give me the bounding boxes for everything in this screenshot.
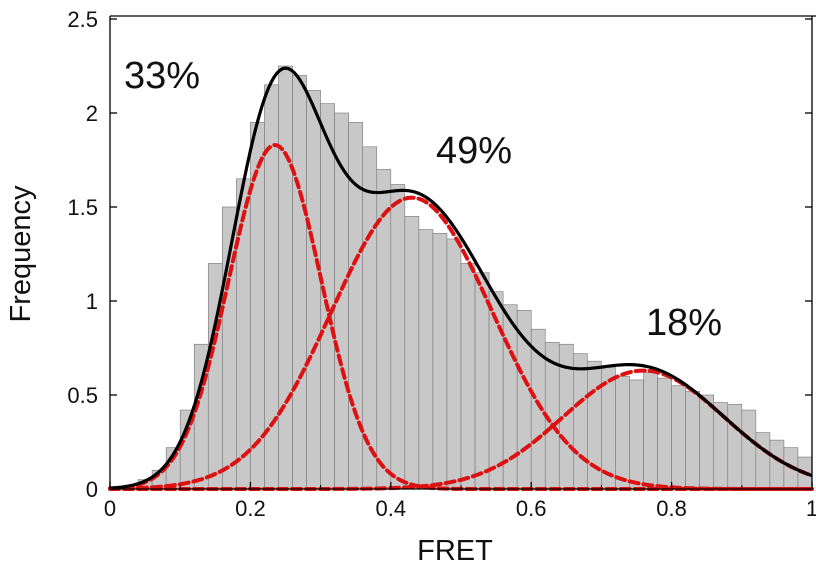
histogram-bar xyxy=(418,229,434,490)
y-ticks: 0 0.5 1 1.5 2 2.5 xyxy=(67,7,812,502)
y-tick-label: 2.5 xyxy=(67,7,98,32)
y-tick-label: 1 xyxy=(86,289,98,314)
histogram-bar xyxy=(741,409,757,490)
y-tick-label: 2 xyxy=(86,101,98,126)
x-tick-label: 1 xyxy=(806,496,816,521)
y-tick-label: 0 xyxy=(86,477,98,502)
x-ticks: 0 0.2 0.4 0.6 0.8 1 xyxy=(104,482,816,521)
annotation-peak1: 33% xyxy=(124,55,200,97)
histogram-bar xyxy=(629,379,644,490)
histogram-bar xyxy=(292,75,307,490)
x-tick-label: 0.6 xyxy=(516,496,547,521)
histogram-bars xyxy=(109,65,813,490)
histogram-bar xyxy=(615,375,630,490)
histogram-bar xyxy=(236,178,251,490)
histogram-bar xyxy=(769,439,785,490)
histogram-bar xyxy=(460,263,476,490)
histogram-bar xyxy=(727,404,743,490)
y-axis-label: Frequency xyxy=(5,185,37,323)
annotation-peak3: 18% xyxy=(646,302,722,344)
histogram-bar xyxy=(657,377,672,490)
y-tick-label: 0.5 xyxy=(67,383,98,408)
histogram-bar xyxy=(390,184,406,490)
histogram-bar xyxy=(474,272,490,490)
x-tick-label: 0 xyxy=(104,496,116,521)
x-axis-label: FRET xyxy=(417,535,493,564)
plot-area xyxy=(108,19,814,491)
histogram-bar xyxy=(685,390,700,490)
histogram-bar xyxy=(671,385,686,490)
histogram-bar xyxy=(643,372,658,490)
histogram-bar xyxy=(699,394,715,490)
y-tick-label: 1.5 xyxy=(67,195,98,220)
histogram-bar xyxy=(755,432,771,490)
x-tick-label: 0.4 xyxy=(376,496,407,521)
x-tick-label: 0.2 xyxy=(235,496,266,521)
histogram-bar xyxy=(446,238,462,490)
histogram-bar xyxy=(404,216,420,490)
x-tick-label: 0.8 xyxy=(656,496,687,521)
histogram-bar xyxy=(432,233,448,490)
histogram-bar xyxy=(278,65,293,490)
histogram-bar xyxy=(306,90,321,490)
fit-sum-curve xyxy=(109,66,813,490)
annotation-peak2: 49% xyxy=(436,130,512,172)
histogram-bar xyxy=(573,353,588,490)
histogram-bar xyxy=(320,103,335,490)
